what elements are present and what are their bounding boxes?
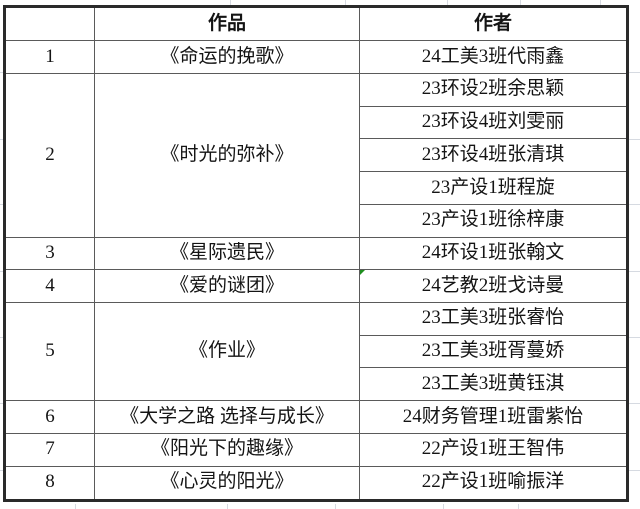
work-title-cell[interactable]: 《星际遗民》 xyxy=(94,236,360,271)
work-title-cell[interactable]: 《阳光下的趣缘》 xyxy=(94,432,360,467)
author-text: 24艺教2班戈诗曼 xyxy=(421,274,565,296)
author-cell[interactable]: 24工美3班代雨鑫 xyxy=(359,40,628,74)
author-cell[interactable]: 24财务管理1班雷紫怡 xyxy=(359,400,628,434)
author-cell[interactable]: 22产设1班王智伟 xyxy=(359,432,628,467)
author-cell[interactable]: 23产设1班徐梓康 xyxy=(359,203,628,238)
author-cell[interactable]: 22产设1班喻振洋 xyxy=(359,465,628,502)
table-row: 8 《心灵的阳光》 22产设1班喻振洋 xyxy=(4,465,628,502)
row-number-cell[interactable]: 7 xyxy=(4,432,95,467)
table-row: 23环设4班张清琪 xyxy=(5,138,628,173)
row-number-cell[interactable]: 4 xyxy=(4,269,95,303)
table-row: 7 《阳光下的趣缘》 22产设1班王智伟 xyxy=(4,432,628,467)
table-header-row: 作品 作者 xyxy=(4,5,628,42)
gridline-stub xyxy=(629,470,640,471)
gridline-stub xyxy=(335,504,336,509)
header-index-cell[interactable] xyxy=(4,5,95,42)
gridline-stub xyxy=(629,139,640,140)
header-author-cell[interactable]: 作者 xyxy=(359,5,628,42)
work-title-cell[interactable]: 《大学之路 选择与成长》 xyxy=(94,400,360,434)
author-cell[interactable]: 23环设4班刘雯丽 xyxy=(359,105,628,140)
table-row: 4 《爱的谜团》 24艺教2班戈诗曼 xyxy=(4,269,628,303)
table-row: 23工美3班黄钰淇 xyxy=(5,367,628,402)
row-number-cell[interactable]: 1 xyxy=(4,40,95,74)
table-row: 23环设4班刘雯丽 xyxy=(5,105,628,140)
table-row: 23产设1班程旋 xyxy=(5,171,628,205)
gridline-stub xyxy=(447,0,448,5)
author-cell[interactable]: 24艺教2班戈诗曼 xyxy=(359,269,628,303)
gridline-stub xyxy=(227,504,228,509)
work-title-cell[interactable]: 《作业》 xyxy=(94,301,360,402)
row-number-cell[interactable]: 6 xyxy=(4,400,95,434)
author-cell[interactable]: 23工美3班胥蔓娇 xyxy=(359,334,628,369)
work-title-cell[interactable]: 《命运的挽歌》 xyxy=(94,40,360,74)
gridline-stub xyxy=(0,337,3,338)
author-cell[interactable]: 23环设4班张清琪 xyxy=(359,138,628,173)
work-title-cell[interactable]: 《心灵的阳光》 xyxy=(94,465,360,502)
gridline-stub xyxy=(629,271,640,272)
works-table: 作品 作者 1 《命运的挽歌》 24工美3班代雨鑫 2 《时光的弥补》 23环设… xyxy=(3,5,629,502)
gridline-stub xyxy=(75,504,76,509)
author-cell[interactable]: 23工美3班黄钰淇 xyxy=(359,367,628,402)
error-indicator-icon xyxy=(360,270,365,276)
gridline-stub xyxy=(0,72,3,73)
gridline-stub xyxy=(443,504,444,509)
header-work-cell[interactable]: 作品 xyxy=(94,5,360,42)
table-row: 5 《作业》 23工美3班张睿怡 xyxy=(4,301,628,402)
gridline-stub xyxy=(518,504,519,509)
table-row: 2 《时光的弥补》 23环设2班余思颖 xyxy=(4,72,628,238)
table-row: 1 《命运的挽歌》 24工美3班代雨鑫 xyxy=(4,40,628,74)
author-cell[interactable]: 23产设1班程旋 xyxy=(359,171,628,205)
author-cell[interactable]: 23工美3班张睿怡 xyxy=(359,302,628,336)
work-title-cell[interactable]: 《时光的弥补》 xyxy=(94,72,360,238)
row-number-cell[interactable]: 5 xyxy=(4,301,95,402)
author-cell[interactable]: 23环设2班余思颖 xyxy=(359,72,628,107)
gridline-stub xyxy=(0,204,3,205)
row-number-cell[interactable]: 2 xyxy=(4,72,95,238)
table-row: 3 《星际遗民》 24环设1班张翰文 xyxy=(4,236,628,271)
gridline-stub xyxy=(0,403,3,404)
gridline-stub xyxy=(629,337,640,338)
row-number-cell[interactable]: 3 xyxy=(4,236,95,271)
gridline-stub xyxy=(600,0,601,5)
gridline-stub xyxy=(345,0,346,5)
gridline-stub xyxy=(0,470,3,471)
gridline-stub xyxy=(520,0,521,5)
work-title-cell[interactable]: 《爱的谜团》 xyxy=(94,269,360,303)
gridline-stub xyxy=(230,0,231,5)
gridline-stub xyxy=(0,271,3,272)
gridline-stub xyxy=(629,72,640,73)
gridline-stub xyxy=(0,139,3,140)
author-cell[interactable]: 24环设1班张翰文 xyxy=(359,236,628,271)
gridline-stub xyxy=(629,403,640,404)
table-row: 6 《大学之路 选择与成长》 24财务管理1班雷紫怡 xyxy=(4,400,628,434)
gridline-stub xyxy=(629,204,640,205)
row-number-cell[interactable]: 8 xyxy=(4,465,95,502)
